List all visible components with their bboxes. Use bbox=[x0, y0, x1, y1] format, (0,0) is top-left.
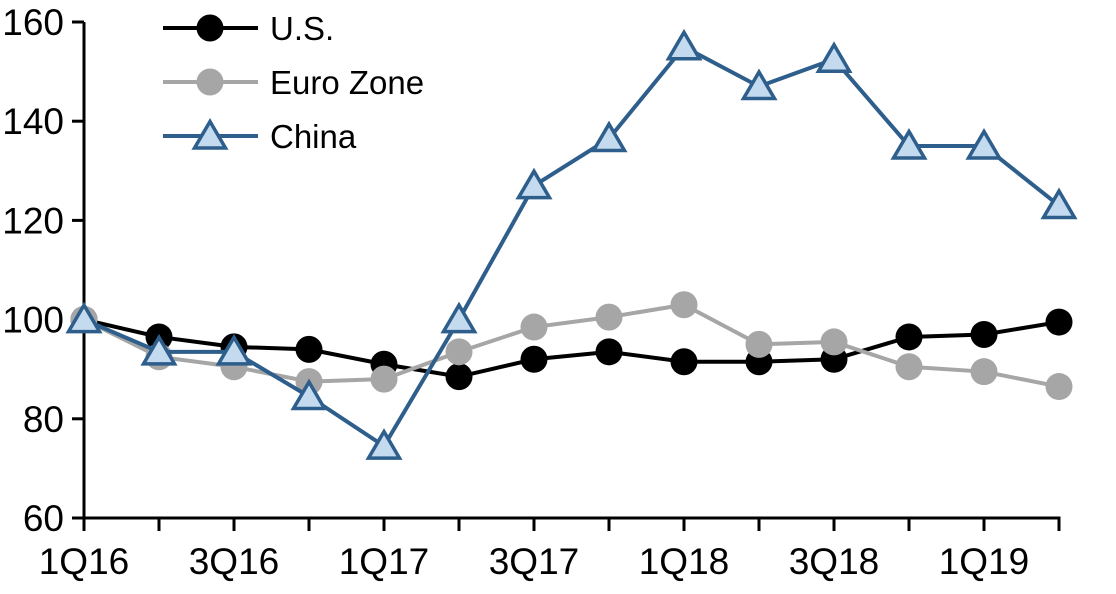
legend-item-euro-zone: Euro Zone bbox=[163, 64, 424, 101]
data-point-marker bbox=[815, 41, 853, 73]
data-point-marker bbox=[1045, 308, 1073, 336]
y-tick-label: 60 bbox=[23, 498, 64, 539]
data-point-marker bbox=[670, 291, 698, 319]
data-point-marker bbox=[290, 378, 328, 411]
data-point-marker bbox=[590, 120, 628, 153]
legend-item-china: China bbox=[163, 118, 357, 155]
legend: U.S. Euro Zone China bbox=[163, 10, 424, 155]
series-china bbox=[65, 28, 1078, 460]
x-tick-label: 1Q16 bbox=[39, 541, 130, 582]
data-point-marker bbox=[820, 328, 848, 356]
data-point-marker bbox=[65, 301, 103, 334]
data-point-marker bbox=[970, 320, 998, 348]
data-point-marker bbox=[1045, 373, 1073, 401]
x-tick-label: 1Q19 bbox=[939, 541, 1030, 582]
series-u-s bbox=[70, 306, 1073, 391]
data-point-marker bbox=[445, 363, 473, 391]
y-tick-label: 140 bbox=[2, 101, 64, 142]
x-tick-label: 1Q17 bbox=[339, 541, 430, 582]
data-point-marker bbox=[365, 428, 403, 460]
data-point-marker bbox=[1040, 187, 1078, 220]
data-point-marker bbox=[970, 358, 998, 386]
legend-marker bbox=[191, 118, 229, 150]
legend-label: Euro Zone bbox=[270, 64, 424, 101]
data-point-marker bbox=[595, 303, 623, 331]
data-point-marker bbox=[890, 128, 928, 160]
data-point-marker bbox=[895, 323, 923, 351]
y-tick-label: 160 bbox=[2, 2, 64, 43]
data-point-marker bbox=[520, 345, 548, 373]
data-point-marker bbox=[670, 348, 698, 376]
data-point-marker bbox=[895, 353, 923, 381]
legend-marker bbox=[196, 68, 224, 96]
data-point-marker bbox=[740, 68, 778, 101]
data-point-marker bbox=[965, 128, 1003, 160]
legend-item-u-s: U.S. bbox=[163, 10, 334, 47]
y-tick-label: 120 bbox=[2, 200, 64, 241]
series-line bbox=[83, 44, 1061, 449]
data-point-marker bbox=[665, 28, 703, 61]
x-tick-label: 3Q16 bbox=[189, 541, 280, 582]
data-point-marker bbox=[140, 333, 178, 366]
data-point-marker bbox=[595, 338, 623, 366]
legend-label: U.S. bbox=[270, 10, 334, 47]
legend-label: China bbox=[270, 118, 357, 155]
legend-marker bbox=[196, 14, 224, 42]
x-tick-label: 3Q17 bbox=[489, 541, 580, 582]
data-point-marker bbox=[520, 313, 548, 341]
y-tick-label: 80 bbox=[23, 399, 64, 440]
data-point-marker bbox=[445, 338, 473, 366]
data-point-marker bbox=[215, 333, 253, 366]
data-point-marker bbox=[295, 335, 323, 363]
x-tick-label: 1Q18 bbox=[639, 541, 730, 582]
data-point-marker bbox=[370, 365, 398, 393]
y-tick-label: 100 bbox=[2, 300, 64, 341]
x-tick-label: 3Q18 bbox=[789, 541, 880, 582]
data-point-marker bbox=[440, 301, 478, 334]
data-point-marker bbox=[515, 167, 553, 200]
data-point-marker bbox=[745, 330, 773, 358]
